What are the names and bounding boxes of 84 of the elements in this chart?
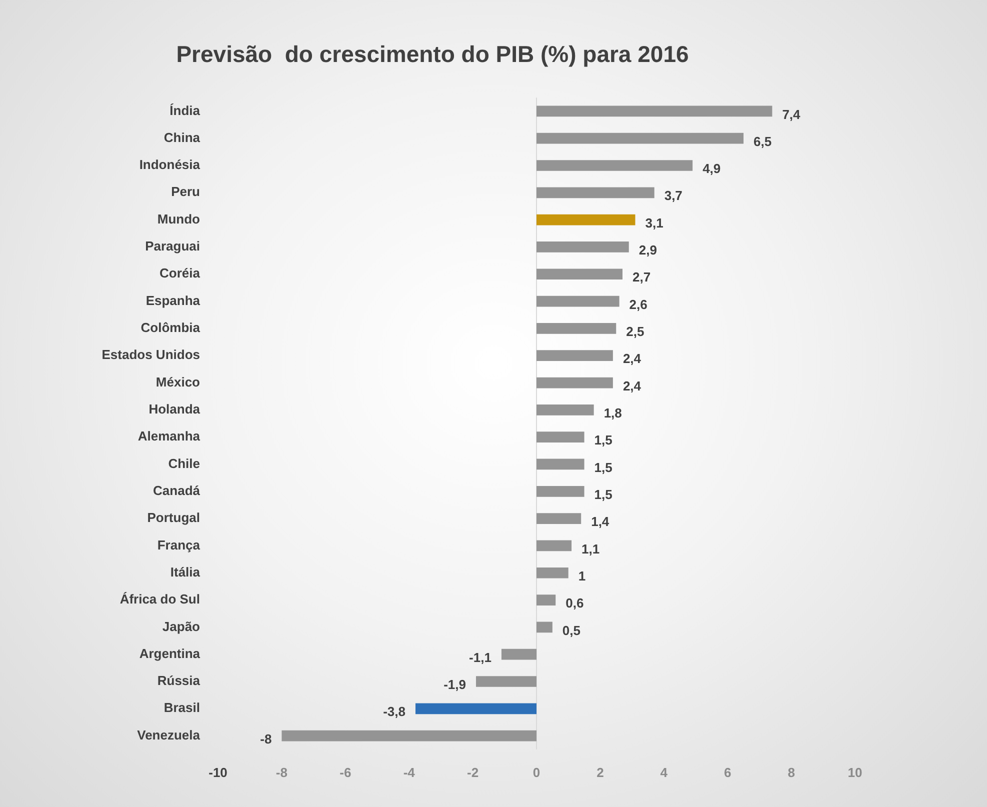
data-label: 1,8 xyxy=(604,406,622,420)
bar xyxy=(415,703,536,714)
x-tick-label: -10 xyxy=(208,764,228,780)
y-tick-label: Holanda xyxy=(148,402,201,416)
bar xyxy=(536,458,584,470)
data-label: 1,4 xyxy=(591,514,610,530)
chart-title: Previsão do crescimento do PIB (%) para 2016 xyxy=(176,41,689,68)
data-label: 4,9 xyxy=(702,161,721,176)
bar xyxy=(536,106,772,117)
bar xyxy=(501,648,536,660)
data-label: 7,4 xyxy=(782,106,802,122)
y-tick-label: Mundo xyxy=(157,211,200,226)
bar xyxy=(536,486,584,497)
y-tick-label: Venezuela xyxy=(137,727,201,742)
data-label: 1,5 xyxy=(594,460,612,475)
bar xyxy=(476,676,536,687)
x-tick-label: -2 xyxy=(467,764,479,780)
bar xyxy=(536,350,613,362)
data-label: 0,6 xyxy=(566,596,584,611)
data-label: 2,7 xyxy=(632,270,651,285)
y-tick-label: China xyxy=(164,130,201,145)
data-label: 2,6 xyxy=(629,296,648,312)
bar xyxy=(536,268,622,280)
bar xyxy=(536,622,552,633)
bar xyxy=(536,594,556,606)
bar xyxy=(536,540,572,552)
data-label: 1,1 xyxy=(582,541,600,556)
data-label: 2,4 xyxy=(622,351,642,366)
bar xyxy=(536,513,582,524)
y-tick-label: Portugal xyxy=(147,510,200,526)
y-tick-label: Rússia xyxy=(157,673,201,688)
data-label: -1,1 xyxy=(469,650,492,665)
y-tick-label: Índia xyxy=(170,102,201,118)
y-tick-label: Itália xyxy=(170,564,201,580)
y-tick-label: Argentina xyxy=(139,646,201,661)
x-tick-label: 8 xyxy=(788,764,795,780)
data-label: 3,7 xyxy=(664,188,682,204)
y-tick-label: Espanha xyxy=(146,292,201,308)
data-label: 1,5 xyxy=(594,432,612,448)
data-label: 3,1 xyxy=(645,215,664,230)
bar xyxy=(536,187,654,198)
x-tick-label: 4 xyxy=(660,764,668,780)
y-tick-label: Coréia xyxy=(160,266,201,281)
y-tick-label: Chile xyxy=(168,456,200,471)
y-tick-label: Brasil xyxy=(164,700,200,716)
data-label: 2,9 xyxy=(638,242,657,258)
data-label: -3,8 xyxy=(383,704,406,720)
x-tick-label: 0 xyxy=(532,764,540,780)
data-label: -8 xyxy=(260,731,272,746)
bar xyxy=(536,160,693,171)
x-tick-label: 6 xyxy=(724,764,732,780)
bar xyxy=(536,377,613,388)
y-tick-label: Peru xyxy=(171,184,200,200)
y-tick-label: Paraguai xyxy=(145,238,200,254)
bar xyxy=(536,132,744,144)
y-tick-label: Colômbia xyxy=(140,320,201,336)
y-tick-label: África do Sul xyxy=(120,592,200,607)
y-tick-label: Japão xyxy=(162,618,200,634)
data-label: 0,5 xyxy=(562,622,581,638)
bar xyxy=(536,432,584,443)
y-tick-label: Indonésia xyxy=(139,157,201,172)
data-label: -1,9 xyxy=(444,677,466,692)
x-tick-label: -8 xyxy=(276,764,288,780)
data-label: 1 xyxy=(578,568,586,584)
y-tick-label: Canadá xyxy=(153,482,201,498)
y-tick-label: Alemanha xyxy=(138,428,201,444)
bar xyxy=(536,404,594,416)
data-label: 2,5 xyxy=(626,324,644,340)
y-tick-label: Estados Unidos xyxy=(102,347,200,362)
bar xyxy=(536,567,568,578)
y-tick-label: França xyxy=(157,537,201,552)
bar xyxy=(536,296,620,307)
bar xyxy=(282,730,536,742)
y-tick-label: México xyxy=(156,374,200,390)
data-label: 2,4 xyxy=(622,378,642,394)
bar xyxy=(536,323,616,334)
data-label: 1,5 xyxy=(594,486,612,502)
x-tick-label: 2 xyxy=(596,764,604,780)
data-label: 6,5 xyxy=(754,134,772,149)
x-tick-label: -6 xyxy=(340,764,352,780)
bar xyxy=(536,214,636,226)
x-tick-label: -4 xyxy=(403,764,416,780)
x-tick-label: 10 xyxy=(848,764,862,780)
bar xyxy=(536,242,629,252)
